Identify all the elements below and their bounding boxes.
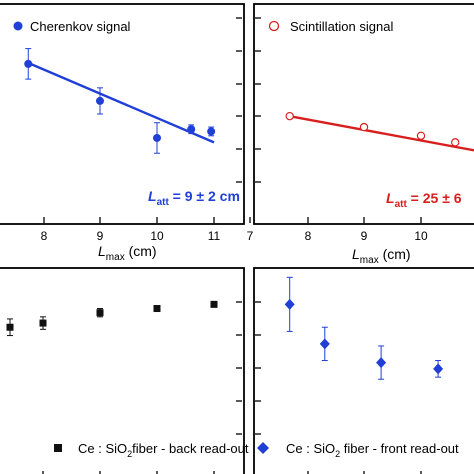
x-axis-label: Lmax (cm) xyxy=(98,243,157,263)
data-point xyxy=(207,127,216,136)
x-tick-label: 11 xyxy=(208,229,221,243)
data-point xyxy=(6,323,14,331)
annotation: Latt = 9 ± 2 cm xyxy=(148,188,240,208)
data-point xyxy=(451,138,460,147)
data-point xyxy=(96,96,104,105)
legend-label: Cherenkov signal xyxy=(30,19,131,34)
annotation: Latt = 25 ± 6 xyxy=(386,190,462,210)
panel-frame xyxy=(0,3,245,225)
data-point xyxy=(153,133,161,142)
data-point xyxy=(376,357,387,369)
data-points xyxy=(284,276,444,380)
data-point xyxy=(153,305,161,313)
data-point xyxy=(24,59,33,68)
data-points xyxy=(285,111,460,147)
data-point xyxy=(284,298,295,310)
data-point xyxy=(285,111,294,121)
x-tick-label: 10 xyxy=(414,229,428,243)
legend-marker xyxy=(257,442,269,454)
x-tick-label: 8 xyxy=(41,229,48,243)
fit-line xyxy=(289,115,474,152)
panel-ticks xyxy=(42,301,242,474)
data-point xyxy=(187,125,196,134)
x-tick-label: 7 xyxy=(247,229,254,243)
panel-frame xyxy=(0,267,245,474)
data-point xyxy=(433,363,444,375)
x-tick-label: 8 xyxy=(305,229,312,243)
panel-ticks: 8 9 10 11 xyxy=(41,17,242,243)
legend-marker xyxy=(54,444,62,452)
legend-label: Ce : SiO2fiber - back read-out xyxy=(78,441,249,459)
panel-bottom-left: Ce : SiO2fiber - back read-out xyxy=(0,267,249,474)
panel-ticks xyxy=(255,301,422,474)
legend-label: Scintillation signal xyxy=(290,19,393,34)
data-point xyxy=(96,309,104,317)
data-point xyxy=(210,300,218,308)
x-tick-label: 9 xyxy=(97,229,104,243)
x-tick-label: 10 xyxy=(150,229,164,243)
x-tick-label: 9 xyxy=(361,229,368,243)
data-points xyxy=(6,300,218,337)
data-point xyxy=(319,338,330,350)
panel-top-left: 8 9 10 11 Cherenkov signal Latt = 9 ± 2 cm … xyxy=(0,3,245,263)
panel-ticks: 7 8 9 10 xyxy=(247,17,428,243)
legend-marker xyxy=(13,21,23,31)
data-point xyxy=(39,319,47,327)
panel-frame xyxy=(253,3,474,225)
panel-top-right: 7 8 9 10 Scintillation signal Latt = 25 ± 6… xyxy=(247,3,474,266)
panel-frame xyxy=(253,267,474,474)
x-axis-label: Lmax (cm) xyxy=(352,246,411,266)
panel-bottom-right: Ce : SiO2 fiber - front read-out xyxy=(253,267,474,474)
data-point xyxy=(359,122,369,132)
legend-marker xyxy=(268,20,280,32)
data-points xyxy=(24,48,216,154)
legend-label: Ce : SiO2 fiber - front read-out xyxy=(286,441,459,459)
data-point xyxy=(416,131,426,140)
fit-line xyxy=(30,62,215,144)
